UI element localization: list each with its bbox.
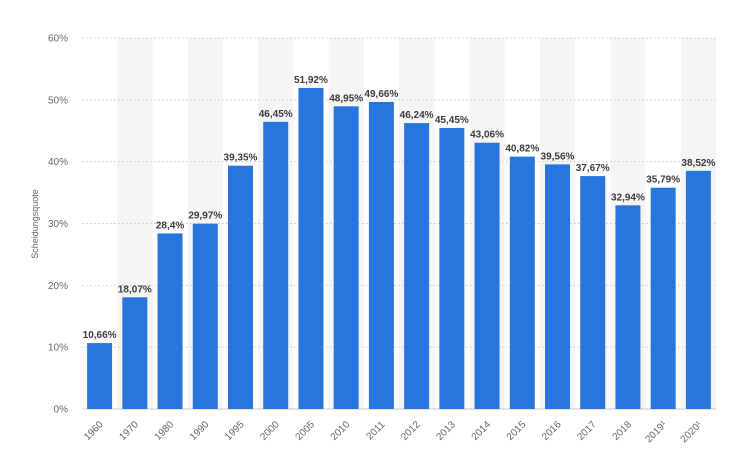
value-label: 43,06%	[470, 130, 504, 141]
x-tick-label: 2013	[434, 419, 458, 443]
x-tick-label: 2011	[365, 419, 388, 442]
y-tick-label: 0%	[54, 405, 69, 416]
bar-1995[interactable]	[228, 165, 253, 409]
x-tick-label: 2010	[329, 419, 353, 443]
value-label: 39,35%	[224, 153, 258, 164]
bar-2014[interactable]	[474, 142, 500, 409]
value-label: 39,56%	[541, 151, 575, 162]
bar-2011[interactable]	[368, 101, 394, 409]
value-label: 45,45%	[435, 115, 469, 126]
y-tick-label: 50%	[48, 95, 68, 106]
value-label: 46,24%	[400, 110, 434, 121]
x-tick-label: 2005	[294, 419, 318, 443]
x-tick-label: 1980	[153, 419, 177, 443]
x-tick-label: 2000	[258, 419, 282, 443]
bar-2012[interactable]	[404, 123, 430, 409]
x-tick-label: 1970	[117, 419, 141, 443]
x-tick-label: 1960	[82, 419, 106, 443]
bar-2020¹[interactable]	[685, 170, 711, 409]
value-label: 29,97%	[188, 211, 222, 222]
bar-2018[interactable]	[615, 205, 641, 409]
bar-2017[interactable]	[580, 176, 606, 409]
value-label: 28,4%	[156, 220, 184, 231]
bar-2005[interactable]	[298, 87, 324, 409]
value-label: 40,82%	[505, 144, 539, 155]
value-label: 38,52%	[681, 158, 715, 169]
x-tick-label: 2017	[575, 419, 599, 443]
x-tick-label: 1995	[223, 419, 247, 443]
bar-2013[interactable]	[439, 127, 465, 409]
value-label: 46,45%	[259, 109, 293, 120]
value-label: 51,92%	[294, 75, 328, 86]
bar-1980[interactable]	[157, 233, 183, 409]
bar-2019¹[interactable]	[650, 187, 676, 409]
x-tick-label: 2016	[540, 419, 564, 443]
x-tick-label: 2018	[611, 419, 635, 443]
y-tick-label: 40%	[48, 157, 68, 168]
y-tick-label: 30%	[48, 219, 68, 230]
value-label: 18,07%	[118, 284, 152, 295]
y-tick-label: 60%	[48, 34, 68, 45]
bars	[87, 87, 711, 409]
y-tick-label: 10%	[48, 343, 68, 354]
x-tick-label: 2015	[505, 419, 529, 443]
value-label: 35,79%	[646, 175, 680, 186]
y-axis-label: Scheidungsquote	[30, 189, 40, 259]
bar-2016[interactable]	[545, 164, 570, 409]
value-label: 10,66%	[83, 330, 117, 341]
x-tick-label: 1990	[188, 419, 212, 443]
bar-2015[interactable]	[509, 156, 535, 409]
value-label: 37,67%	[576, 163, 610, 174]
value-label: 48,95%	[329, 93, 363, 104]
y-gridlines	[82, 37, 716, 410]
x-tick-label: 2019¹	[643, 419, 669, 445]
value-label: 32,94%	[611, 192, 645, 203]
bar-1960[interactable]	[87, 343, 113, 409]
value-label: 49,66%	[364, 89, 398, 100]
x-tick-label: 2014	[470, 419, 494, 443]
y-axis-ticks: 0% 10% 20% 30% 40% 50% 60%	[48, 34, 68, 416]
x-axis-ticks: 1960 1970 1980 1990 1995 2000 2005 2010 2011 2012…	[82, 419, 705, 445]
bar-1990[interactable]	[192, 223, 218, 409]
bar-1970[interactable]	[122, 297, 148, 409]
value-labels: 10,66% 18,07% 28,4% 29,97% 39,35% 46,45% 51,92…	[83, 75, 716, 341]
bar-2010[interactable]	[333, 106, 359, 409]
y-tick-label: 20%	[48, 281, 68, 292]
x-tick-label: 2012	[399, 419, 423, 443]
bar-2000[interactable]	[263, 121, 289, 409]
x-tick-label: 2020¹	[679, 419, 705, 445]
